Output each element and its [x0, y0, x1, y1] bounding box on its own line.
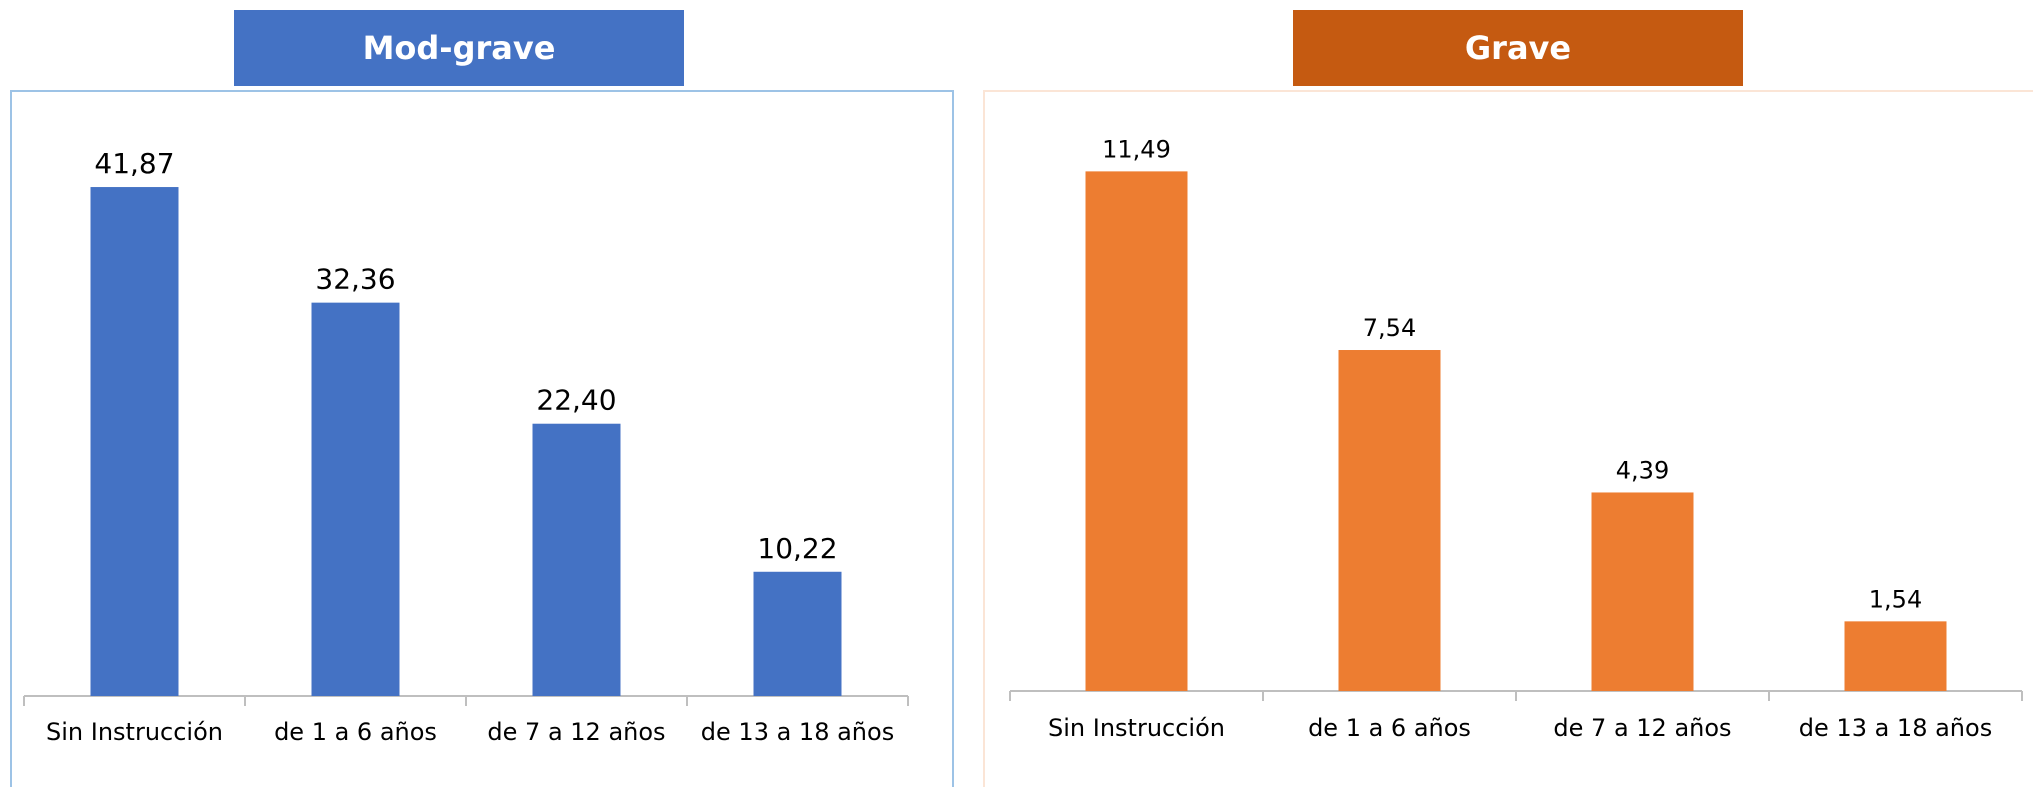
grave-value-label: 11,49 — [1102, 135, 1171, 163]
grave-bar — [1844, 621, 1947, 691]
grave-bar — [1591, 492, 1694, 691]
grave-category-label: de 7 a 12 años — [1553, 714, 1731, 742]
grave-value-label: 7,54 — [1363, 314, 1416, 342]
mod-grave-category-label: de 1 a 6 años — [274, 718, 437, 746]
mod-grave-category-label: Sin Instrucción — [46, 718, 223, 746]
chart-panel-grave — [983, 90, 2033, 787]
mod-grave-value-label: 22,40 — [536, 384, 616, 417]
grave-bar — [1085, 171, 1188, 691]
mod-grave-value-label: 32,36 — [315, 263, 395, 296]
mod-grave-value-label: 10,22 — [757, 532, 837, 565]
grave-category-label: de 13 a 18 años — [1799, 714, 1992, 742]
mod-grave-bar — [532, 423, 621, 696]
grave-bar — [1338, 350, 1441, 691]
mod-grave-bar — [311, 302, 400, 696]
grave-category-label: Sin Instrucción — [1048, 714, 1225, 742]
chart-title-grave: Grave — [1293, 10, 1743, 86]
grave-category-label: de 1 a 6 años — [1308, 714, 1471, 742]
mod-grave-value-label: 41,87 — [94, 147, 174, 180]
mod-grave-category-label: de 13 a 18 años — [701, 718, 894, 746]
chart-panel-mod-grave — [10, 90, 954, 787]
grave-value-label: 4,39 — [1616, 456, 1669, 484]
mod-grave-category-label: de 7 a 12 años — [487, 718, 665, 746]
grave-value-label: 1,54 — [1869, 585, 1922, 613]
mod-grave-bar — [753, 571, 842, 696]
chart-title-mod-grave: Mod-grave — [234, 10, 684, 86]
mod-grave-bar — [90, 187, 179, 697]
